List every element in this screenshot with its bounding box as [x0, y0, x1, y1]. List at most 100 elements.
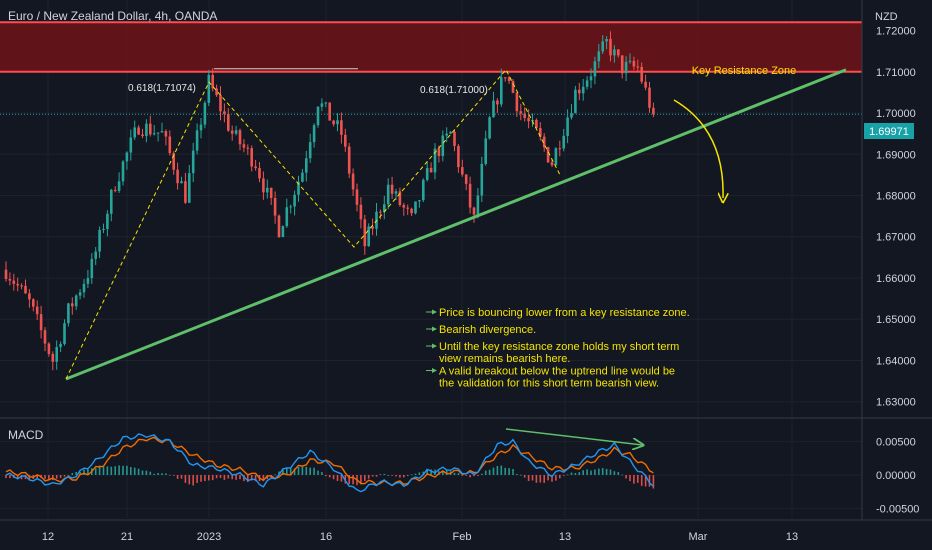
candle-body [211, 74, 214, 89]
candle-body [581, 86, 585, 94]
macd-histogram-bar [399, 475, 401, 478]
macd-histogram-bar [336, 475, 339, 481]
candle-body [98, 229, 101, 252]
candle-body [281, 226, 285, 238]
price-tag [864, 123, 914, 139]
macd-histogram-bar [578, 472, 581, 475]
macd-histogram-bar [172, 475, 175, 476]
candle-body [43, 330, 47, 344]
candle-body [648, 87, 651, 108]
macd-histogram-bar [379, 474, 382, 475]
price-tick-label: 1.65000 [876, 314, 916, 326]
macd-histogram-bar [383, 473, 386, 475]
macd-axis[interactable]: 0.00500 0.00000 -0.00500 [876, 437, 919, 516]
macd-histogram-bar [473, 475, 475, 477]
candle-body [246, 147, 250, 149]
time-tick-label: 21 [121, 531, 133, 543]
macd-histogram-bar [367, 475, 370, 479]
analysis-notes: Price is bouncing lower from a key resis… [426, 307, 690, 390]
macd-histogram-bar [391, 475, 393, 476]
macd-histogram-bar [9, 475, 11, 479]
macd-histogram-bar [231, 475, 233, 480]
macd-histogram-bar [574, 472, 577, 475]
candle-body [266, 187, 269, 193]
candle-body [86, 278, 90, 284]
candle-body [453, 131, 456, 146]
candle-body [371, 226, 374, 229]
macd-histogram-bar [531, 475, 534, 481]
candle-body [188, 173, 191, 203]
candle-body [597, 51, 601, 62]
macd-histogram-bar [547, 475, 549, 481]
macd-histogram-bar [360, 475, 362, 485]
macd-histogram-bar [516, 473, 518, 475]
candle-body [4, 269, 8, 280]
candle-body [542, 136, 546, 148]
candle-body [16, 283, 19, 286]
candle-body [410, 208, 413, 214]
candle-body [636, 66, 640, 68]
note-line: Bearish divergence. [439, 324, 536, 336]
macd-histogram-bar [301, 466, 304, 475]
candle-body [578, 89, 581, 94]
candle-body [496, 100, 499, 105]
macd-histogram-bar [430, 469, 432, 475]
divergence-arrow [505, 428, 642, 445]
candle-body [347, 146, 351, 174]
macd-histogram-bar [637, 475, 639, 483]
candle-body [71, 303, 74, 307]
candle-body [570, 113, 573, 118]
candle-body [336, 120, 339, 125]
macd-histogram-bar [375, 475, 378, 477]
candle-body [414, 201, 417, 214]
macd-histogram-bar [239, 475, 241, 480]
macd-histogram-bar [629, 475, 631, 482]
candle-body [554, 148, 558, 166]
macd-histogram-bar [527, 475, 530, 481]
candle-body [137, 127, 140, 135]
macd-histogram-bar [555, 475, 557, 481]
candle-body [160, 131, 164, 133]
candle-body [515, 92, 519, 112]
candle-body [234, 130, 238, 134]
candle-body [418, 200, 421, 202]
macd-histogram-bar [75, 471, 77, 475]
time-axis[interactable]: 12 21 2023 16 Feb 13 Mar 13 [42, 531, 798, 543]
macd-histogram-bar [106, 466, 109, 475]
macd-histogram-bar [278, 471, 280, 475]
macd-tick-label: 0.00500 [876, 437, 916, 449]
candle-body [238, 130, 242, 145]
macd-histogram-bar [98, 465, 101, 475]
candle-body [129, 137, 133, 153]
macd-histogram-bar [94, 468, 97, 475]
macd-pane [5, 428, 655, 493]
macd-histogram-bar [161, 473, 163, 475]
macd-histogram-bar [613, 471, 616, 475]
wave-pattern-dashed [65, 68, 561, 380]
macd-histogram-bar [414, 473, 417, 475]
macd-histogram-bar [184, 475, 187, 483]
macd-histogram-bar [165, 473, 167, 475]
candle-body [285, 207, 289, 227]
macd-histogram-bar [570, 472, 573, 475]
macd-histogram-bar [640, 475, 643, 486]
macd-histogram-bar [562, 475, 565, 476]
candle-body [422, 179, 425, 201]
macd-histogram-bar [44, 475, 46, 479]
macd-histogram-bar [403, 475, 405, 478]
candle-body [523, 113, 526, 118]
candle-body [289, 206, 292, 208]
note-line: A valid breakout below the uptrend line … [439, 366, 675, 378]
candle-body [55, 347, 58, 362]
macd-tick-label: 0.00000 [876, 470, 916, 482]
macd-histogram-bar [114, 466, 116, 475]
macd-histogram-bar [477, 475, 479, 477]
macd-histogram-bar [601, 468, 604, 475]
candle-body [379, 211, 382, 213]
price-axis[interactable]: 1.72000 1.71000 1.70000 1.69000 1.68000 1.670… [876, 26, 916, 409]
macd-histogram-bar [274, 474, 276, 476]
candle-body [468, 183, 472, 208]
candle-body [550, 162, 554, 166]
candle-body [441, 135, 445, 157]
macd-histogram-bar [348, 475, 350, 485]
